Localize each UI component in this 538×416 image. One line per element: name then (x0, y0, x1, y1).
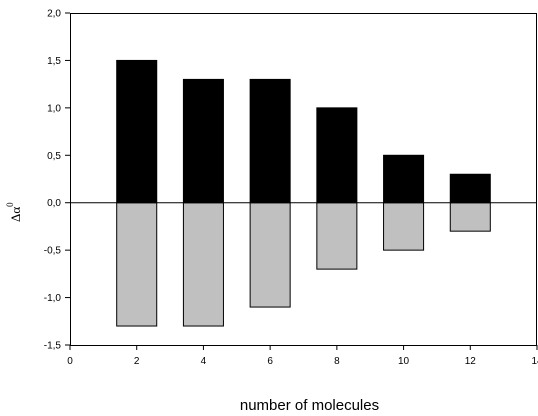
y-axis: -1,5 -1,0 -0,5 0,0 0,5 1,0 1,5 2,0 (44, 9, 70, 352)
bar-negative (182, 202, 224, 327)
x-axis-title: number of molecules (240, 397, 379, 414)
plot-frame (70, 13, 537, 346)
bar-positive (316, 107, 358, 204)
x-tick-label: 10 (398, 356, 410, 367)
y-tick-label: 1,0 (47, 103, 61, 114)
bar-negative (316, 202, 358, 270)
bar-positive (182, 78, 224, 204)
x-tick-label: 2 (134, 356, 140, 367)
bar-negative (116, 202, 158, 327)
y-axis-title: Δα0 (5, 202, 23, 222)
x-tick-label: 8 (334, 356, 340, 367)
bar-positive (249, 78, 291, 204)
y-tick-label: -1,5 (44, 341, 62, 352)
bar-negative (249, 202, 291, 308)
x-tick-label: 0 (67, 356, 73, 367)
y-tick-label: 1,5 (47, 56, 61, 67)
y-tick-label: 0,0 (47, 198, 61, 209)
bar-positive (383, 154, 425, 204)
bar-positive (116, 59, 158, 204)
x-tick-label: 6 (267, 356, 273, 367)
bar-negative (449, 202, 491, 232)
negative-bars (116, 202, 491, 327)
x-axis: 0 2 4 6 8 10 12 14 (67, 345, 538, 367)
y-tick-label: -0,5 (44, 246, 62, 257)
bar-negative (383, 202, 425, 251)
x-tick-label: 4 (201, 356, 207, 367)
y-tick-label: 0,5 (47, 151, 61, 162)
bar-positive (449, 173, 491, 204)
x-tick-label: 12 (465, 356, 477, 367)
y-tick-label: 2,0 (47, 9, 61, 20)
positive-bars (116, 59, 491, 204)
y-axis-title-base: Δα (8, 207, 23, 222)
y-axis-title-superscript: 0 (5, 202, 15, 207)
x-tick-label: 14 (531, 356, 538, 367)
y-tick-label: -1,0 (44, 293, 62, 304)
